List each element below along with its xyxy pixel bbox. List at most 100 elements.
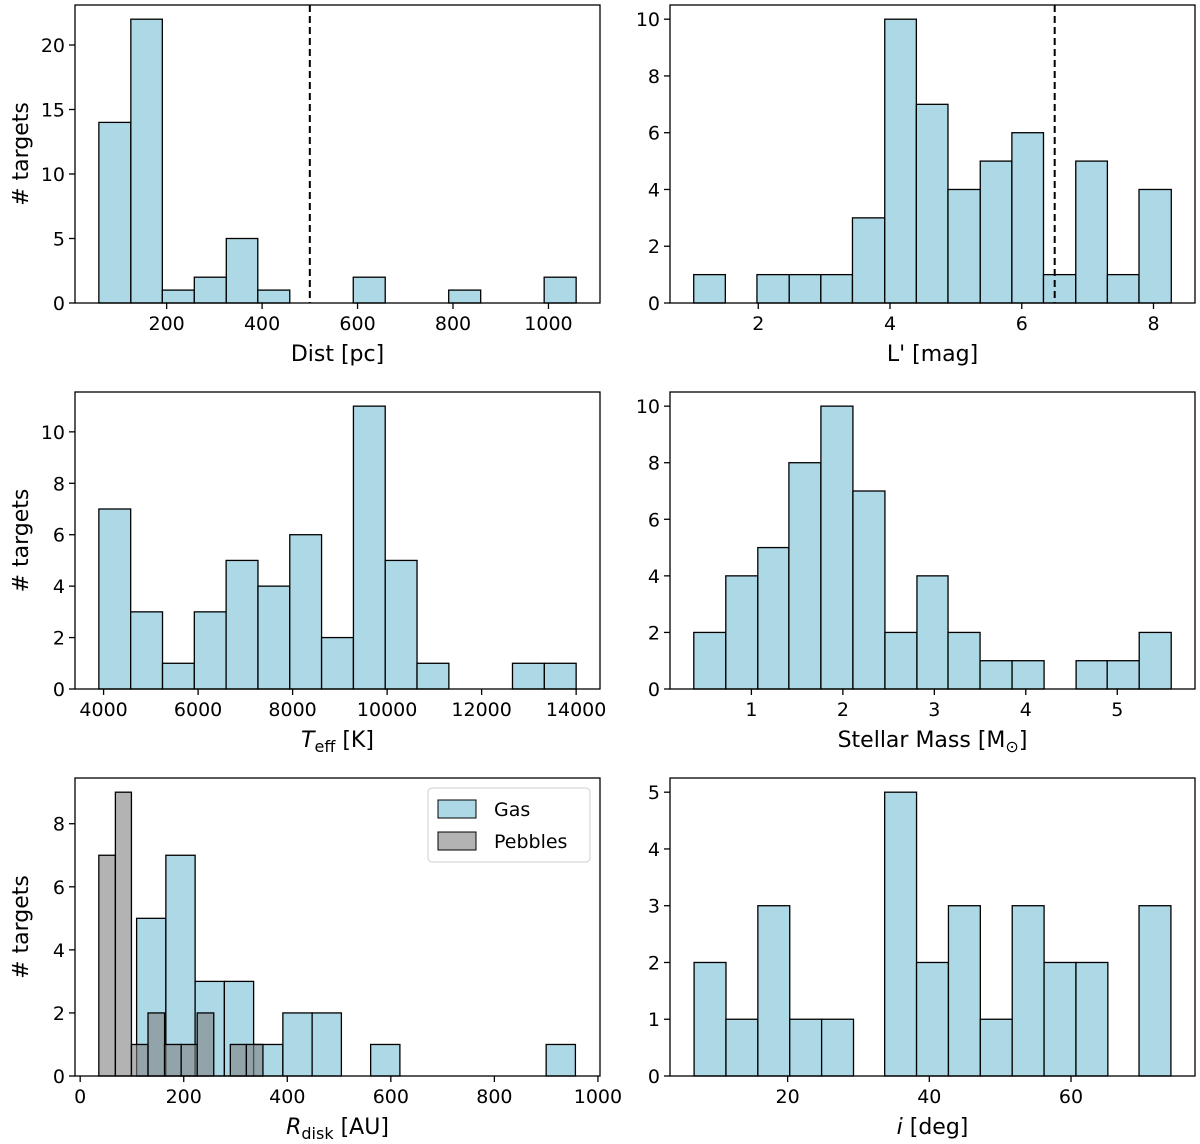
bar bbox=[130, 1043, 149, 1077]
y-tick-label: 4 bbox=[648, 566, 660, 588]
bar bbox=[979, 160, 1013, 304]
y-tick-label: 5 bbox=[648, 782, 660, 804]
bar bbox=[229, 1043, 248, 1077]
bar bbox=[543, 662, 577, 690]
x-axis-label-part: Stellar Mass [M bbox=[838, 728, 1006, 753]
x-axis-label: Teff [K] bbox=[301, 728, 374, 756]
x-tick-label: 5 bbox=[1111, 699, 1123, 721]
panel: 20 40 60 0 1 2 3 4 5 i [deg] bbox=[648, 777, 1196, 1140]
bar bbox=[130, 611, 164, 690]
y-tick-label: 8 bbox=[53, 814, 65, 836]
bar bbox=[820, 273, 854, 304]
plot-frame bbox=[74, 4, 601, 304]
y-tick-label: 4 bbox=[648, 179, 660, 201]
bar bbox=[130, 18, 163, 304]
bar bbox=[979, 1018, 1013, 1077]
bar bbox=[511, 662, 545, 690]
y-tick-label: 0 bbox=[53, 293, 65, 315]
bar bbox=[311, 1012, 343, 1077]
bar bbox=[352, 405, 386, 690]
y-tick-label: 8 bbox=[53, 473, 65, 495]
bar bbox=[225, 237, 259, 304]
x-axis-label-part: [K] bbox=[335, 728, 374, 753]
bar bbox=[1011, 660, 1045, 690]
bar bbox=[947, 631, 981, 690]
bar bbox=[788, 462, 822, 690]
bar bbox=[915, 103, 949, 304]
bar bbox=[180, 1043, 198, 1077]
x-tick-label: 400 bbox=[244, 313, 280, 335]
bar bbox=[756, 273, 790, 304]
y-tick-label: 0 bbox=[53, 1066, 65, 1088]
y-tick-label: 0 bbox=[648, 1066, 660, 1088]
bar bbox=[1075, 961, 1109, 1077]
y-tick-label: 0 bbox=[648, 293, 660, 315]
bar bbox=[193, 276, 227, 304]
x-tick-label: 400 bbox=[269, 1086, 305, 1108]
bar bbox=[820, 1018, 855, 1077]
bar bbox=[820, 405, 854, 690]
plot-frame bbox=[669, 4, 1196, 304]
x-tick-label: 1000 bbox=[574, 1086, 622, 1108]
x-axis-label-part: ⊙ bbox=[1005, 737, 1018, 756]
bar bbox=[1075, 660, 1108, 690]
x-axis-label-part: eff bbox=[314, 737, 336, 756]
panel: 0 200 400 600 800 1000 0 2 4 6 8 Rdisk [AU] # target… bbox=[9, 777, 622, 1143]
bar bbox=[725, 1018, 759, 1077]
bar bbox=[947, 188, 981, 304]
x-tick-label: 0 bbox=[74, 1086, 86, 1108]
x-tick-label: 800 bbox=[435, 313, 471, 335]
x-tick-label: 200 bbox=[166, 1086, 202, 1108]
bar bbox=[947, 905, 981, 1077]
x-tick-label: 4 bbox=[1020, 699, 1032, 721]
y-tick-label: 6 bbox=[648, 509, 660, 531]
bar bbox=[1043, 961, 1077, 1077]
y-tick-label: 2 bbox=[648, 952, 660, 974]
y-tick-label: 2 bbox=[648, 622, 660, 644]
legend-label: Pebbles bbox=[494, 831, 567, 853]
panel: 4000 6000 8000 10000 12000 14000 0 2 4 6 8 10 Teff [… bbox=[9, 391, 606, 756]
x-axis-label-part: disk bbox=[301, 1124, 334, 1143]
x-axis-label-part: i bbox=[897, 1115, 903, 1140]
x-tick-label: 600 bbox=[373, 1086, 409, 1108]
y-tick-label: 10 bbox=[41, 422, 65, 444]
y-tick-label: 5 bbox=[53, 228, 65, 250]
bar bbox=[352, 276, 386, 304]
x-axis-label: Dist [pc] bbox=[291, 342, 384, 367]
y-tick-label: 3 bbox=[648, 896, 660, 918]
x-tick-label: 2 bbox=[837, 699, 849, 721]
plot-frame bbox=[669, 391, 1196, 690]
y-tick-label: 10 bbox=[41, 164, 65, 186]
x-tick-label: 60 bbox=[1059, 1086, 1083, 1108]
x-axis-label: i [deg] bbox=[897, 1115, 969, 1140]
bar bbox=[98, 854, 117, 1077]
bar bbox=[693, 273, 726, 304]
bar bbox=[98, 121, 132, 304]
bar bbox=[789, 1018, 823, 1077]
bar bbox=[282, 1012, 313, 1077]
bar bbox=[757, 905, 791, 1077]
bar bbox=[725, 575, 759, 690]
x-tick-label: 20 bbox=[776, 1086, 800, 1108]
x-tick-label: 8 bbox=[1147, 313, 1159, 335]
x-tick-label: 6 bbox=[1016, 313, 1028, 335]
bar bbox=[757, 546, 790, 690]
x-tick-label: 6000 bbox=[174, 699, 222, 721]
bar bbox=[1106, 273, 1140, 304]
bar bbox=[1042, 273, 1077, 304]
bar bbox=[161, 289, 195, 304]
x-axis-label-part: [AU] bbox=[334, 1115, 389, 1140]
bar bbox=[693, 631, 727, 690]
bar bbox=[165, 854, 196, 1077]
y-axis-label: # targets bbox=[9, 102, 34, 206]
bar bbox=[916, 575, 949, 690]
bar bbox=[852, 490, 886, 690]
bar bbox=[851, 217, 886, 304]
bar bbox=[1011, 132, 1045, 304]
legend-label: Gas bbox=[494, 799, 530, 821]
bar bbox=[147, 1012, 166, 1077]
y-tick-label: 6 bbox=[648, 123, 660, 145]
bar bbox=[98, 508, 132, 690]
bar bbox=[915, 961, 950, 1077]
